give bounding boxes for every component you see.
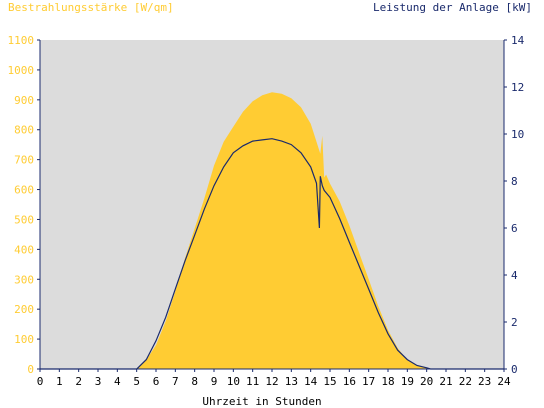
y-left-tick-label: 100: [14, 333, 34, 346]
x-tick-label: 16: [343, 375, 356, 388]
y-left-tick-label: 0: [27, 363, 34, 376]
irradiance-area: [40, 92, 504, 370]
y-left-tick-label: 400: [14, 243, 34, 256]
y-right-tick-label: 0: [511, 363, 518, 376]
x-axis-label: Uhrzeit in Stunden: [202, 395, 321, 408]
y-left-tick-label: 700: [14, 154, 34, 167]
y-left-tick-label: 200: [14, 303, 34, 316]
y-left-tick-label: 300: [14, 273, 34, 286]
left-axis-title: Bestrahlungsstärke [W/qm]: [8, 1, 174, 14]
x-tick-label: 7: [172, 375, 179, 388]
y-left-tick-label: 1100: [8, 34, 35, 47]
x-tick-label: 13: [285, 375, 298, 388]
right-axis-title: Leistung der Anlage [kW]: [373, 1, 532, 14]
y-left-tick-label: 900: [14, 94, 34, 107]
x-tick-label: 5: [133, 375, 140, 388]
y-right-tick-label: 4: [511, 269, 518, 282]
series-layer: [40, 92, 504, 370]
y-left-tick-label: 1000: [8, 64, 35, 77]
y-right-tick-label: 2: [511, 316, 518, 329]
y-left-tick-label: 800: [14, 124, 34, 137]
x-tick-label: 1: [56, 375, 63, 388]
y-right-tick-label: 6: [511, 222, 518, 235]
y-right-tick-label: 8: [511, 175, 518, 188]
y-right-tick-label: 10: [511, 128, 524, 141]
x-tick-label: 10: [227, 375, 240, 388]
x-tick-label: 12: [265, 375, 278, 388]
y-left-tick-label: 500: [14, 213, 34, 226]
x-tick-label: 21: [439, 375, 452, 388]
x-tick-label: 11: [246, 375, 259, 388]
x-tick-label: 9: [211, 375, 218, 388]
x-tick-label: 14: [304, 375, 318, 388]
x-tick-label: 4: [114, 375, 121, 388]
x-tick-label: 2: [75, 375, 82, 388]
x-tick-label: 15: [323, 375, 336, 388]
x-tick-label: 19: [401, 375, 414, 388]
x-tick-label: 18: [381, 375, 394, 388]
y-right-tick-label: 14: [511, 34, 525, 47]
x-tick-label: 23: [478, 375, 491, 388]
x-tick-label: 8: [191, 375, 198, 388]
x-tick-label: 0: [37, 375, 44, 388]
y-right-tick-label: 12: [511, 81, 524, 94]
x-tick-label: 17: [362, 375, 375, 388]
x-tick-label: 22: [459, 375, 472, 388]
x-tick-label: 6: [153, 375, 160, 388]
y-left-tick-label: 600: [14, 184, 34, 197]
x-tick-label: 20: [420, 375, 433, 388]
x-tick-label: 24: [497, 375, 511, 388]
power-line: [40, 138, 504, 370]
x-tick-label: 3: [95, 375, 102, 388]
axis-layer: 0 1 2 3 4 5 6 7 8 9 10 11 12 13 14 15 16 17 18 19 20 21 22 23 24…: [8, 34, 525, 388]
